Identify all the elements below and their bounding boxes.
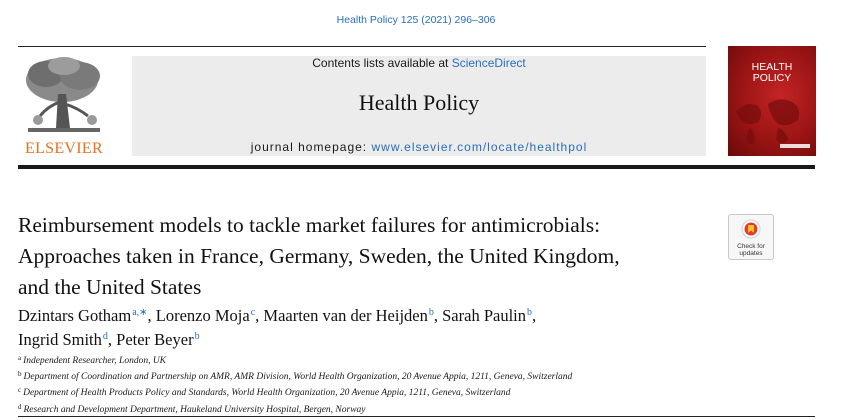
check-for-updates-label: Check for updates [729,243,773,257]
check-for-updates-line: Check for [737,243,765,250]
author-name[interactable]: Lorenzo Moja [155,306,250,325]
author-affiliation-ref[interactable]: b [194,331,200,342]
sciencedirect-link[interactable]: ScienceDirect [451,56,526,70]
contents-prefix: Contents lists available at [312,56,449,70]
section-divider [18,416,815,417]
author-line: Ingrid Smithd, Peter Beyerb [18,326,738,350]
affiliation-key: c [18,386,22,395]
cover-title-line: POLICY [752,72,792,84]
author-affiliation-ref[interactable]: b [527,307,532,318]
author-name[interactable]: Maarten van der Heijden [263,306,428,325]
affiliation-item: b Department of Coordination and Partners… [18,368,818,384]
article-title-line: Reimbursement models to tackle market fa… [18,213,601,237]
header-divider [18,46,706,47]
author-list: Dzintars Gothama,∗, Lorenzo Mojac, Maart… [18,302,738,350]
journal-homepage-line: journal homepage: www.elsevier.com/locat… [132,140,706,154]
article-title-line: Approaches taken in France, Germany, Swe… [18,244,620,268]
affiliation-key: d [18,402,22,411]
cover-title-line: HEALTH [751,61,793,73]
author-affiliation-ref[interactable]: a,∗ [132,307,148,318]
publisher-logo[interactable]: ELSEVIER [18,54,110,158]
journal-cover[interactable]: HEALTH POLICY [728,46,816,156]
author-line: Dzintars Gothama,∗, Lorenzo Mojac, Maart… [18,302,738,326]
author-separator: , [147,306,156,325]
world-map-icon [736,99,810,148]
author-affiliation-ref[interactable]: c [250,307,256,318]
check-for-updates-line: updates [739,250,763,257]
journal-title: Health Policy [358,90,480,115]
author-affiliation-ref[interactable]: d [102,331,108,342]
cover-title: HEALTH POLICY [728,62,816,84]
author-name[interactable]: Peter Beyer [116,330,194,349]
journal-masthead: Contents lists available at ScienceDirec… [132,56,706,156]
affiliation-key: b [18,370,22,379]
tree-icon [18,54,110,138]
affiliation-text: Department of Coordination and Partnersh… [23,372,573,383]
journal-homepage-link[interactable]: www.elsevier.com/locate/healthpol [371,140,588,154]
contents-available-line: Contents lists available at ScienceDirec… [132,56,706,70]
journal-citation[interactable]: Health Policy 125 (2021) 296–306 [336,14,496,26]
affiliation-item: c Department of Health Products Policy an… [18,384,818,400]
article-title: Reimbursement models to tackle market fa… [18,210,718,303]
author-name[interactable]: Ingrid Smith [18,330,102,349]
affiliation-item: d Research and Development Department, Ha… [18,401,818,417]
author-separator: , [433,306,443,325]
affiliation-key: a [18,354,22,362]
affiliation-text: Independent Researcher, London, UK [23,356,167,366]
affiliation-text: Research and Development Department, Hau… [23,404,366,415]
author-affiliation-ref[interactable]: b [428,307,434,318]
article-title-line: and the United States [18,275,202,299]
publisher-name: ELSEVIER [25,140,103,157]
author-separator: , [255,306,264,325]
affiliation-text: Department of Health Products Policy and… [23,388,511,399]
author-name[interactable]: Dzintars Gotham [18,306,132,325]
author-separator: , [532,306,537,325]
author-separator: , [107,330,117,349]
check-for-updates-button[interactable]: Check for updates [728,214,774,260]
affiliation-item: a Independent Researcher, London, UK [18,352,818,368]
header-thick-divider [18,165,815,169]
bookmark-icon [741,219,761,239]
author-name[interactable]: Sarah Paulin [442,306,526,325]
affiliation-list: a Independent Researcher, London, UK b Dep… [18,352,818,417]
homepage-label: journal homepage: [250,140,368,154]
